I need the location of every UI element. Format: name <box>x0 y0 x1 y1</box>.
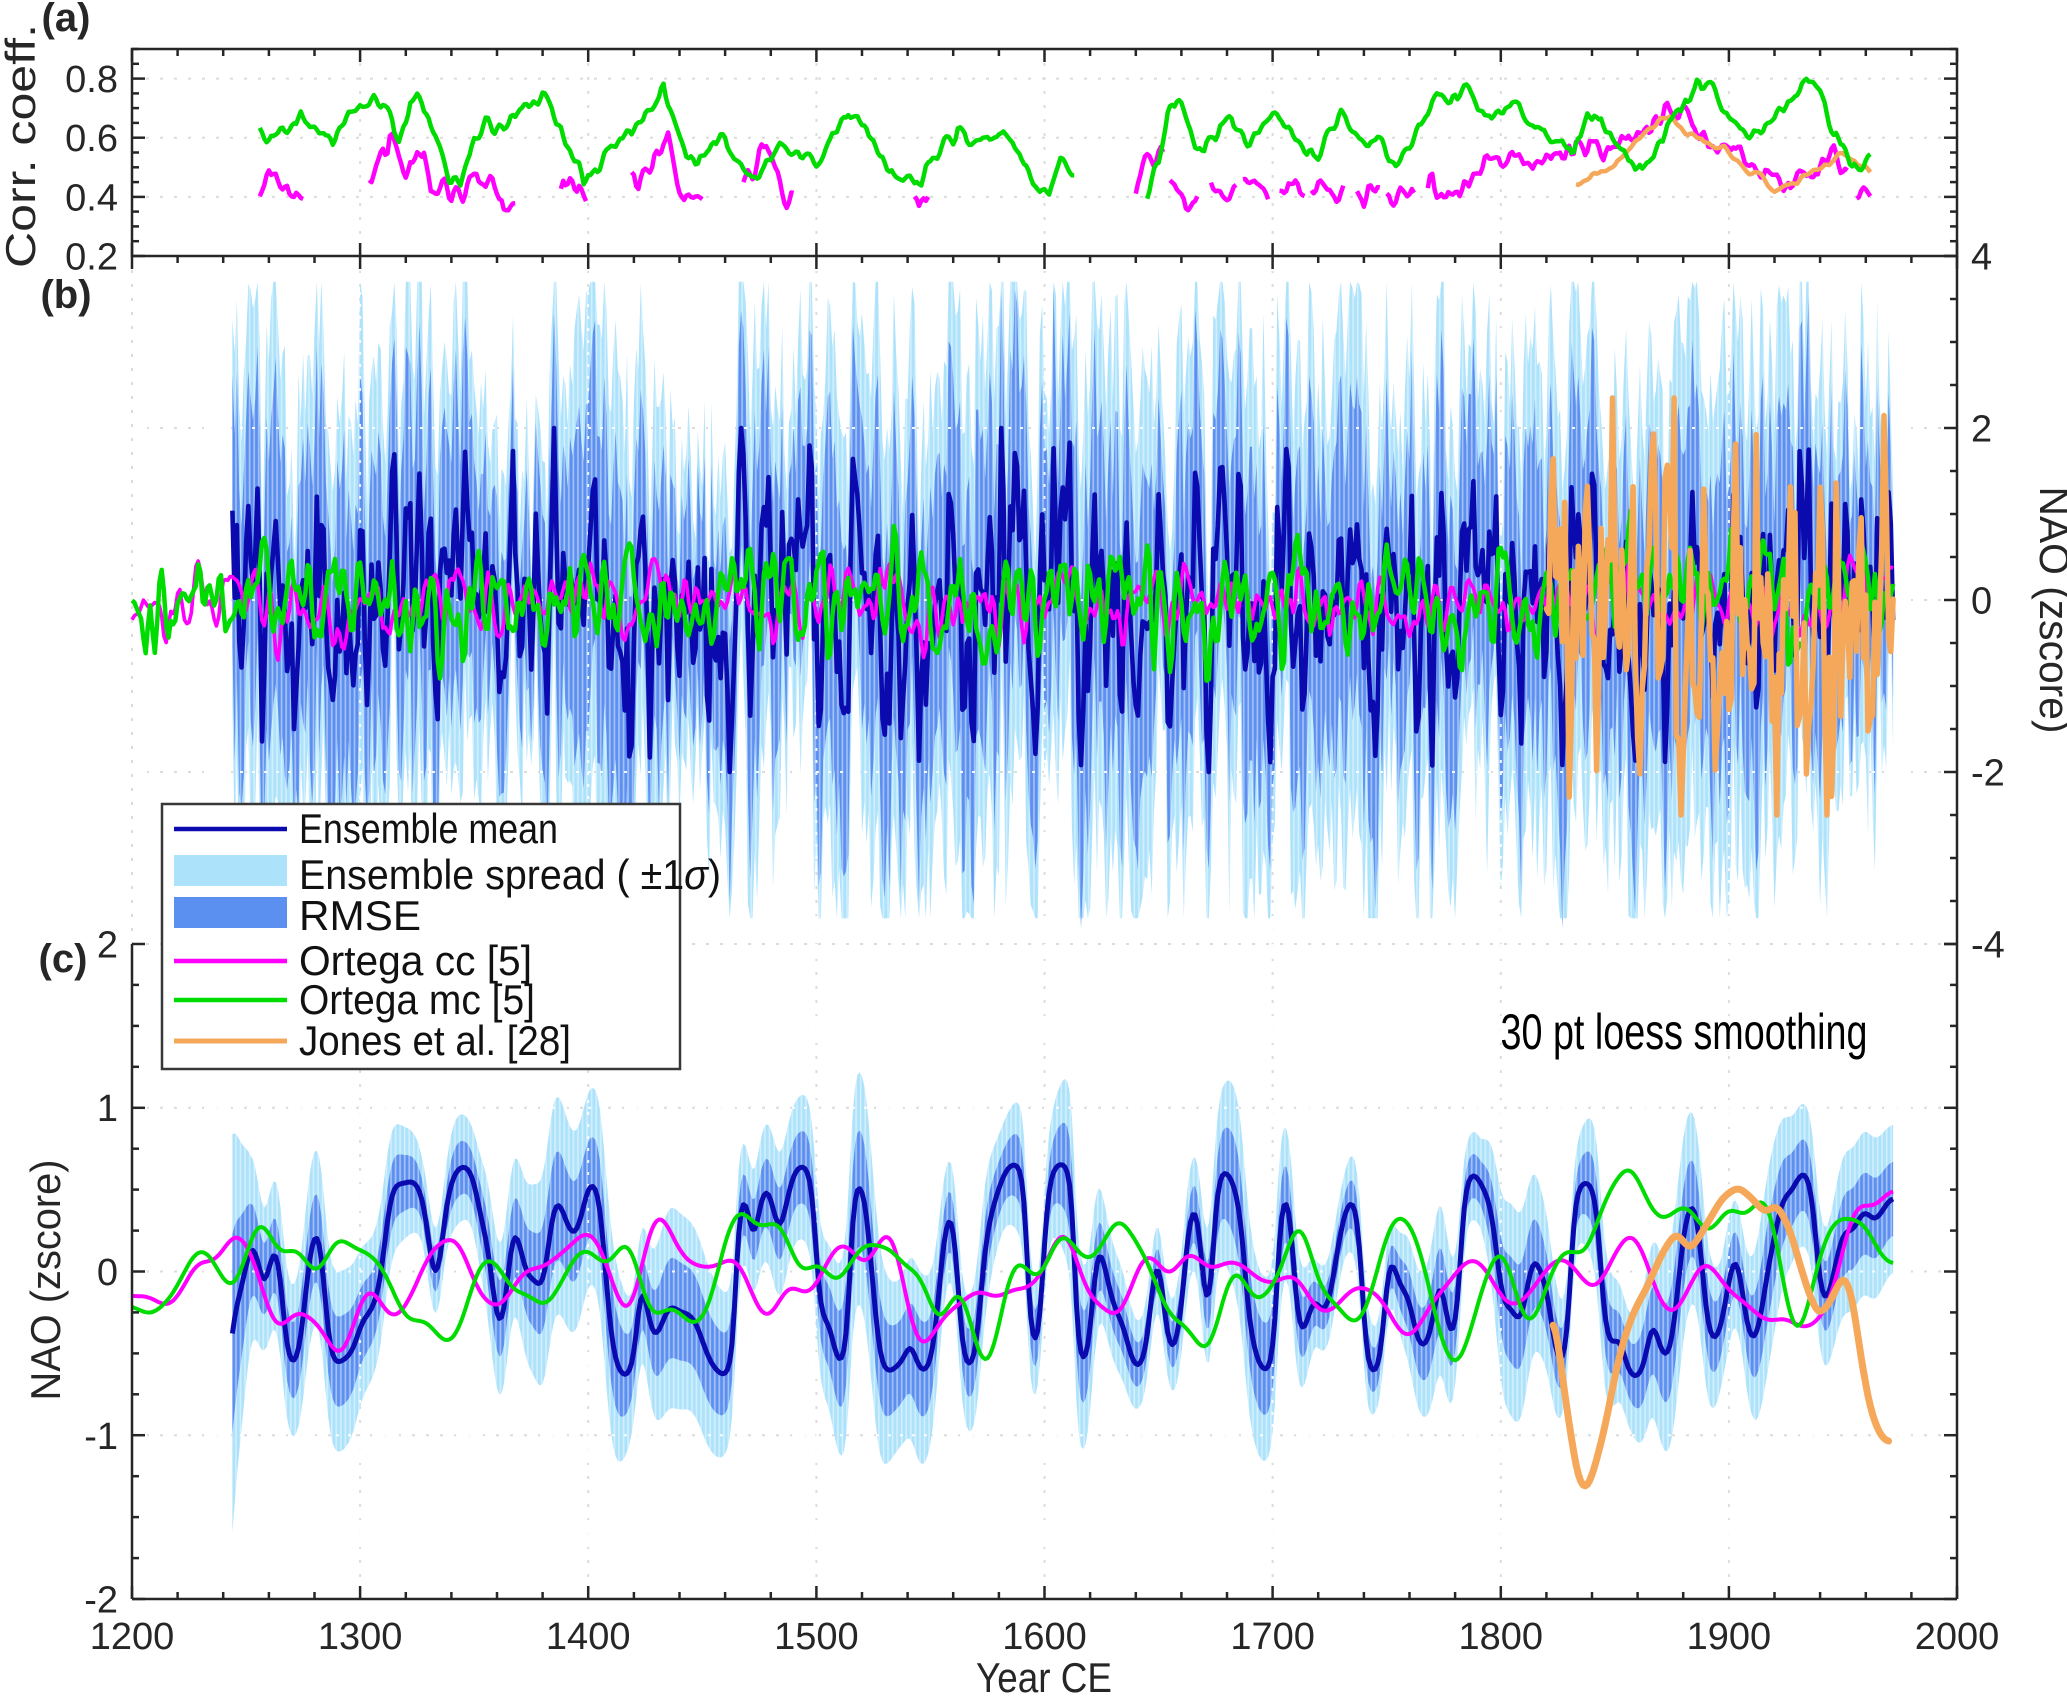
svg-text:4: 4 <box>1971 237 1992 279</box>
svg-text:1500: 1500 <box>774 1616 859 1658</box>
svg-text:Ensemble mean: Ensemble mean <box>299 805 558 852</box>
svg-text:30 pt loess smoothing: 30 pt loess smoothing <box>1501 1004 1868 1060</box>
svg-text:1: 1 <box>97 1088 118 1130</box>
svg-text:1300: 1300 <box>318 1616 403 1658</box>
svg-text:2: 2 <box>1971 409 1992 451</box>
svg-text:2000: 2000 <box>1915 1616 2000 1658</box>
svg-text:0: 0 <box>1971 581 1992 623</box>
svg-text:RMSE: RMSE <box>299 892 421 939</box>
svg-text:2: 2 <box>97 925 118 967</box>
svg-text:0.8: 0.8 <box>65 59 118 101</box>
svg-text:NAO (zscore): NAO (zscore) <box>2031 487 2067 734</box>
svg-text:Year CE: Year CE <box>976 1654 1112 1701</box>
svg-text:0: 0 <box>97 1252 118 1294</box>
svg-text:Ortega cc [5]: Ortega cc [5] <box>299 937 532 984</box>
svg-text:-2: -2 <box>84 1580 118 1622</box>
svg-text:(a): (a) <box>42 0 91 40</box>
svg-text:Ensemble spread ( ±1σ): Ensemble spread ( ±1σ) <box>299 851 721 898</box>
svg-text:1600: 1600 <box>1002 1616 1087 1658</box>
svg-text:-1: -1 <box>84 1416 118 1458</box>
svg-text:1800: 1800 <box>1459 1616 1544 1658</box>
svg-text:Ortega mc [5]: Ortega mc [5] <box>299 976 535 1023</box>
svg-text:Jones et al. [28]: Jones et al. [28] <box>299 1017 571 1064</box>
svg-text:-4: -4 <box>1971 925 2005 967</box>
svg-text:1200: 1200 <box>90 1616 175 1658</box>
svg-text:Corr. coeff.: Corr. coeff. <box>0 24 44 268</box>
svg-text:-2: -2 <box>1971 753 2005 795</box>
svg-text:NAO (zscore): NAO (zscore) <box>22 1160 69 1401</box>
svg-text:1700: 1700 <box>1230 1616 1315 1658</box>
svg-text:1900: 1900 <box>1687 1616 1772 1658</box>
svg-text:(c): (c) <box>39 937 88 981</box>
svg-text:1400: 1400 <box>546 1616 631 1658</box>
svg-text:0.4: 0.4 <box>65 177 118 219</box>
svg-text:0.6: 0.6 <box>65 118 118 160</box>
svg-text:(b): (b) <box>40 273 91 317</box>
svg-text:0.2: 0.2 <box>65 237 118 279</box>
